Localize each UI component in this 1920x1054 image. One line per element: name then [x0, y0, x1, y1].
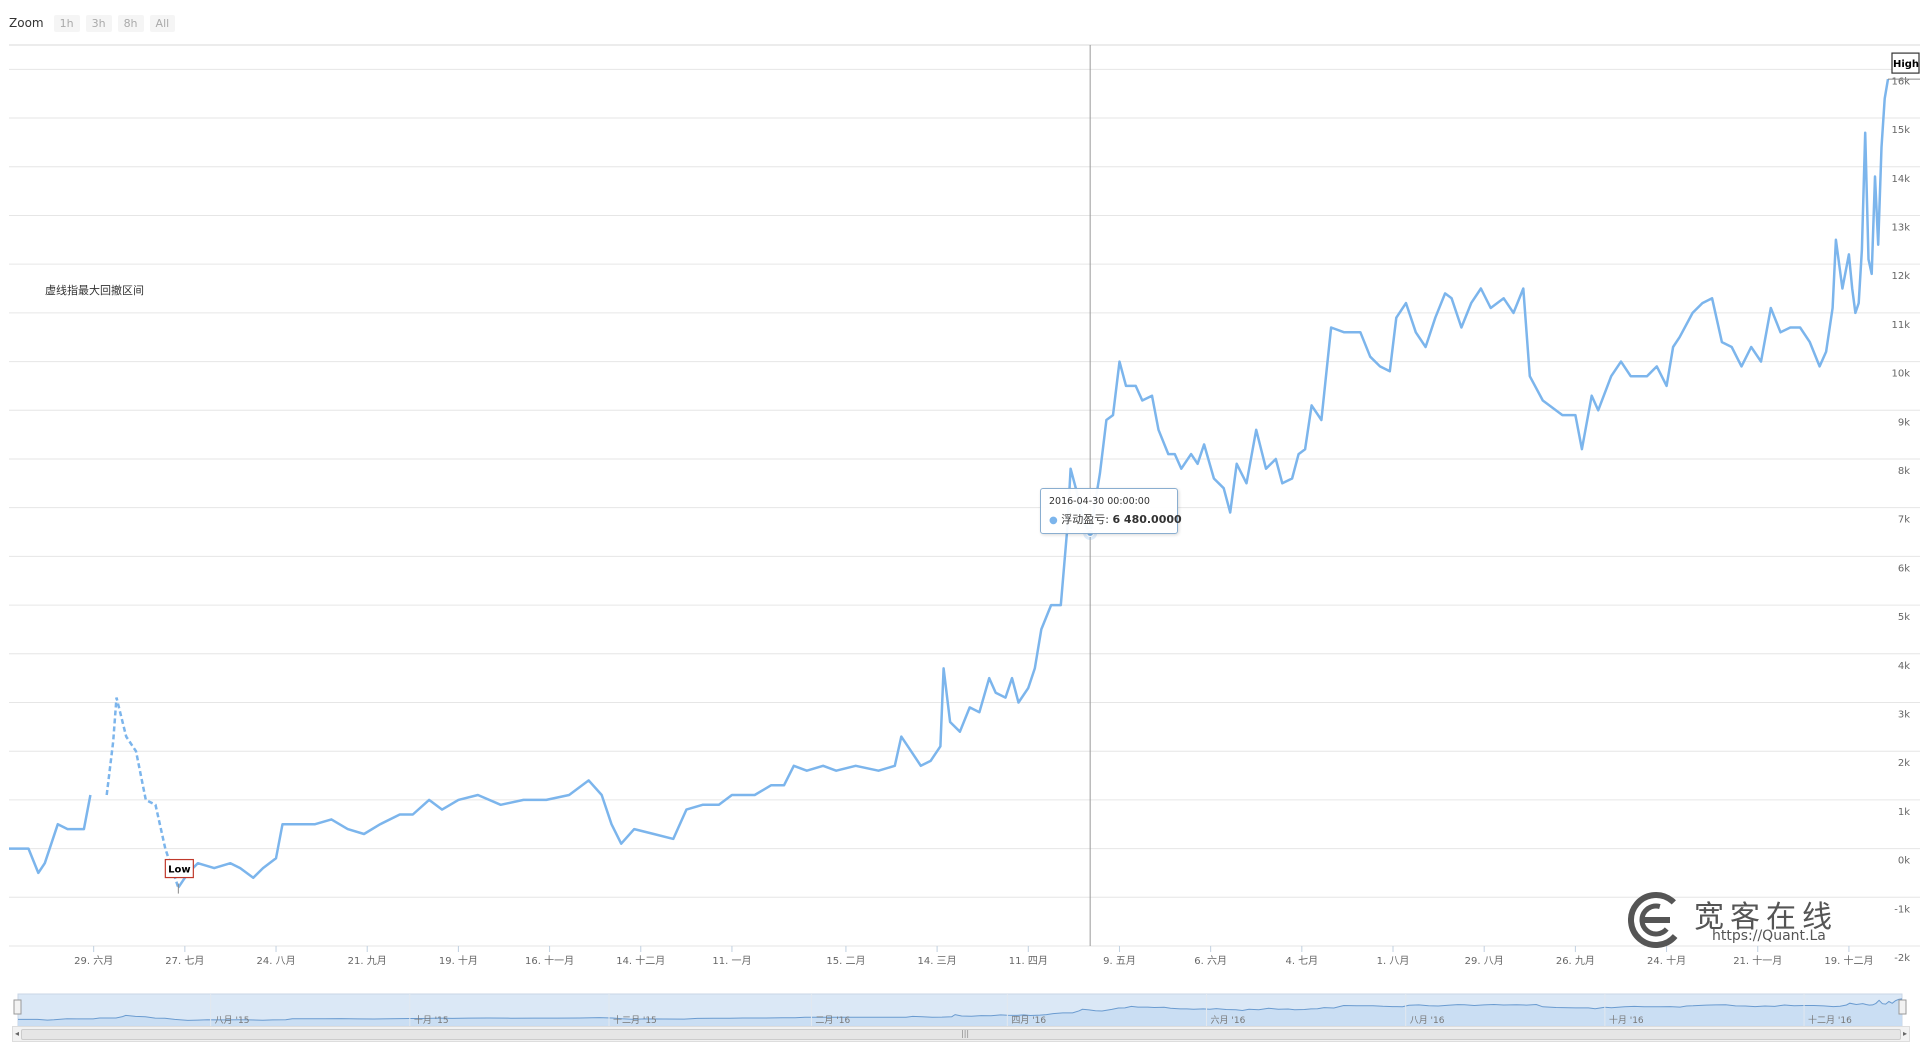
y-tick-label: 16k — [1891, 76, 1910, 87]
navigator-label: 八月 '15 — [215, 1015, 250, 1026]
navigator-label: 八月 '16 — [1410, 1015, 1445, 1026]
y-tick-label: 2k — [1898, 758, 1910, 769]
x-tick-label: 19. 十二月 — [1824, 954, 1873, 967]
grid-lines — [9, 44, 1920, 947]
x-tick-label: 29. 六月 — [74, 955, 113, 967]
navigator-label: 二月 '16 — [815, 1015, 850, 1026]
x-tick-label: 26. 九月 — [1556, 955, 1595, 967]
y-tick-label: 9k — [1898, 417, 1910, 428]
low-flag-label: Low — [168, 865, 190, 876]
x-tick-label: 14. 三月 — [918, 955, 957, 967]
series-layer — [9, 78, 1890, 889]
navigator-left-handle — [13, 999, 22, 1015]
watermark-name: 宽客在线 — [1694, 900, 1838, 935]
max-drawdown-line — [105, 697, 180, 888]
tooltip-date: 2016-04-30 00:00:00 — [1049, 496, 1150, 507]
tooltip: 2016-04-30 00:00:00 ● 浮动盈亏: 6 480.0000 — [1040, 488, 1182, 534]
x-tick-label: 19. 十月 — [439, 954, 478, 967]
y-axis-ticks: -2k -1k 0k 1k 2k 3k 4k 5k 6k 7k 8k 9k 10k 11k 12k 13k 14… — [1891, 76, 1910, 964]
navigator: 八月 '15 十月 '15 十二月 '15 二月 '16 四月 '16 六月 '16 八月 … — [13, 993, 1907, 1027]
zoom-3h-button[interactable]: 3h — [85, 14, 112, 32]
flags: Low High — [164, 52, 1920, 894]
navigator-label: 六月 '16 — [1211, 1014, 1246, 1026]
zoom-1h-button[interactable]: 1h — [53, 14, 80, 32]
navigator-label: 十二月 '16 — [1808, 1014, 1852, 1026]
zoom-label: Zoom — [9, 16, 44, 30]
x-tick-label: 21. 十一月 — [1733, 954, 1782, 967]
y-tick-label: 5k — [1898, 612, 1910, 623]
navigator-area — [18, 998, 1902, 1026]
high-flag-label: High — [1893, 59, 1919, 70]
navigator-label: 十月 '16 — [1609, 1014, 1644, 1026]
navigator-label: 四月 '16 — [1011, 1015, 1046, 1026]
navigator-line — [18, 998, 1903, 1021]
navigator-label: 十月 '15 — [414, 1014, 449, 1026]
x-tick-label: 16. 十一月 — [525, 954, 574, 967]
scroll-right-arrow-icon[interactable]: ▸ — [1902, 1029, 1907, 1038]
zoom-8h-button[interactable]: 8h — [117, 14, 144, 32]
scrollbar-grip-icon: ||| — [961, 1029, 970, 1038]
scrollbar[interactable]: ◂ ||| ▸ — [12, 1026, 1910, 1042]
y-tick-label: 15k — [1891, 125, 1910, 136]
tooltip-series-label: 浮动盈亏 — [1061, 513, 1106, 526]
tooltip-line: ● 浮动盈亏: 6 480.0000 — [1049, 513, 1182, 526]
y-tick-label: 6k — [1898, 563, 1910, 574]
series-dot-icon: ● — [1049, 515, 1058, 526]
y-tick-label: 13k — [1891, 222, 1910, 233]
y-tick-label: 0k — [1898, 856, 1910, 867]
y-tick-label: 8k — [1898, 466, 1910, 477]
y-tick-label: 11k — [1891, 320, 1910, 331]
watermark-url: https://Quant.La — [1712, 928, 1826, 944]
scrollbar-thumb[interactable] — [21, 1029, 1901, 1040]
navigator-right-handle — [1898, 999, 1907, 1015]
x-tick-label: 27. 七月 — [165, 955, 204, 967]
y-tick-label: 10k — [1891, 369, 1910, 380]
y-tick-label: 14k — [1891, 174, 1910, 185]
x-tick-label: 29. 八月 — [1465, 955, 1504, 967]
low-flag-box — [164, 858, 194, 879]
zoom-bar: Zoom 1h 3h 8h All — [9, 14, 176, 32]
y-tick-label: 7k — [1898, 515, 1910, 526]
series-line — [177, 78, 1890, 889]
series-line — [9, 794, 92, 875]
navigator-label: 十二月 '15 — [613, 1014, 657, 1026]
x-tick-label: 24. 八月 — [256, 955, 295, 967]
quant-la-logo-icon — [1628, 892, 1684, 948]
watermark: 宽客在线 https://Quant.La — [1628, 888, 1858, 952]
y-tick-label: 3k — [1898, 709, 1910, 720]
x-tick-label: 9. 五月 — [1103, 955, 1136, 967]
x-tick-label: 11. 一月 — [712, 955, 751, 967]
y-tick-label: 12k — [1891, 271, 1910, 282]
x-tick-label: 15. 二月 — [826, 955, 865, 967]
x-tick-label: 1. 八月 — [1377, 955, 1410, 967]
x-tick-label: 24. 十月 — [1647, 954, 1686, 967]
x-tick-label: 14. 十二月 — [616, 954, 665, 967]
x-tick-label: 4. 七月 — [1285, 955, 1318, 967]
x-axis-ticks: 29. 六月 27. 七月 24. 八月 21. 九月 19. 十月 16. 十一月 14.… — [74, 946, 1873, 967]
x-tick-label: 6. 六月 — [1194, 955, 1227, 967]
y-tick-label: -1k — [1894, 904, 1910, 915]
y-tick-label: -2k — [1894, 953, 1910, 964]
high-flag-box — [1891, 52, 1920, 74]
zoom-all-button[interactable]: All — [149, 14, 176, 32]
x-tick-label: 11. 四月 — [1009, 955, 1048, 967]
drawdown-annotation: 虚线指最大回撤区间 — [45, 283, 144, 297]
y-tick-label: 4k — [1898, 661, 1910, 672]
scroll-left-arrow-icon[interactable]: ◂ — [14, 1029, 19, 1038]
x-tick-label: 21. 九月 — [348, 955, 387, 967]
y-tick-label: 1k — [1898, 807, 1910, 818]
tooltip-value: 6 480.0000 — [1112, 513, 1182, 526]
